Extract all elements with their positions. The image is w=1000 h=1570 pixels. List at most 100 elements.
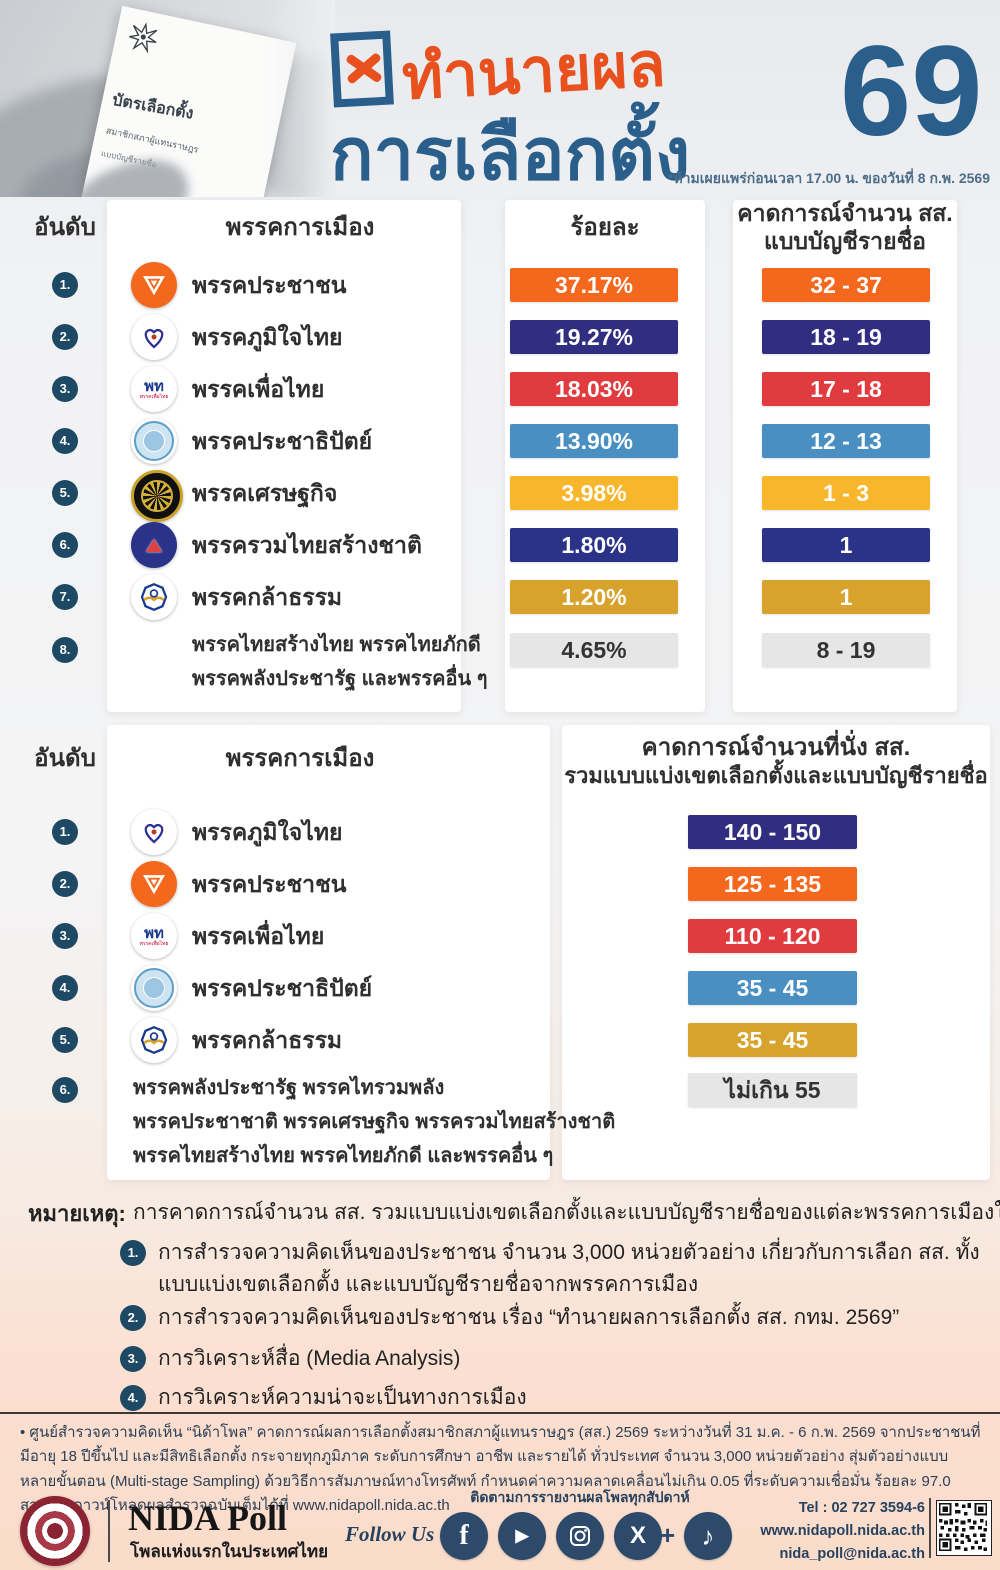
rank-badge: 1. [52, 272, 78, 298]
facebook-icon[interactable]: f [440, 1512, 488, 1560]
x-icon[interactable]: X [614, 1512, 662, 1560]
party-name: พรรคกล้าธรรม [192, 1027, 343, 1053]
democrat-logo [131, 965, 177, 1011]
brand-tagline: โพลแห่งแรกในประเทศไทย [130, 1542, 329, 1561]
party-name-line2: พรรคพลังประชารัฐ และพรรคอื่น ๆ [192, 668, 488, 690]
percent-bar: 1.20% [510, 580, 678, 614]
pheu-thai-logo: พท พรรคเพื่อไทย [131, 366, 177, 412]
contact-block: Tel : 02 727 3594-6 www.nidapoll.nida.ac… [745, 1497, 925, 1566]
rank-badge: 1. [52, 819, 78, 845]
rank-badge: 4. [52, 975, 78, 1001]
methodology-disclaimer: • ศูนย์สำรวจความคิดเห็น “นิด้าโพล” คาดกา… [20, 1424, 981, 1514]
note-item: การสำรวจความคิดเห็นของประชาชน จำนวน 3,00… [158, 1241, 980, 1296]
rank-badge: 8. [52, 637, 78, 663]
seats-bar: 17 - 18 [762, 372, 930, 406]
table1-header-seats-1: คาดการณ์จำนวน สส. [737, 200, 953, 226]
percent-bar: 13.90% [510, 424, 678, 458]
rank-badge: 3. [52, 923, 78, 949]
note-item: การวิเคราะห์สื่อ (Media Analysis) [158, 1347, 461, 1370]
title-year: 69 [840, 20, 983, 163]
website-link[interactable]: www.nidapoll.nida.ac.th [760, 1523, 925, 1539]
note-number: 1. [120, 1240, 146, 1266]
brand-name: NIDA Poll [128, 1498, 288, 1538]
table2-header-seats-1: คาดการณ์จำนวนที่นั่ง สส. [641, 734, 911, 761]
note-number: 2. [120, 1305, 146, 1331]
party-name: พรรคประชาธิปัตย์ [192, 428, 373, 454]
table2-header-party: พรรคการเมือง [225, 745, 375, 772]
party-name: พรรคเศรษฐกิจ [192, 480, 338, 506]
ballot-card: บัตรเลือกตั้ง สมาชิกสภาผู้แทนราษฎร แบบบั… [77, 5, 297, 197]
percent-bar: 19.27% [510, 320, 678, 354]
phone-number: Tel : 02 727 3594-6 [798, 1500, 925, 1516]
table2-header-rank: อันดับ [34, 745, 96, 772]
bhumjaithai-logo [131, 809, 177, 855]
seats-bar: 12 - 13 [762, 424, 930, 458]
total-seats-bar: 35 - 45 [688, 1023, 857, 1057]
follow-caption: ติดตามการรายงานผลโพลทุกสัปดาห์ [470, 1489, 690, 1505]
table2-party-panel [107, 725, 550, 1180]
kla-tham-logo [131, 574, 177, 620]
rank-badge: 5. [52, 480, 78, 506]
footer-divider [0, 1412, 1000, 1414]
party-name: พรรครวมไทยสร้างชาติ [192, 532, 422, 558]
seats-bar: 18 - 19 [762, 320, 930, 354]
rank-badge: 2. [52, 871, 78, 897]
total-seats-bar: 35 - 45 [688, 971, 857, 1005]
notes-intro: การคาดการณ์จำนวน สส. รวมแบบแบ่งเขตเลือกต… [133, 1201, 1000, 1224]
party-name-line1: พรรคไทยสร้างไทย พรรคไทยภักดี [192, 634, 481, 656]
rank-badge: 2. [52, 324, 78, 350]
seats-bar: 1 [762, 580, 930, 614]
party-name: พรรคภูมิใจไทย [192, 819, 343, 845]
pheu-thai-logo: พท พรรคเพื่อไทย [131, 913, 177, 959]
contact-divider [929, 1498, 931, 1558]
table1-header-seats-2: แบบบัญชีรายชื่อ [764, 228, 926, 254]
youtube-icon[interactable]: ▶ [498, 1512, 546, 1560]
setthakij-logo [131, 470, 183, 522]
follow-us-label: Follow Us [345, 1522, 435, 1546]
total-seats-bar: 110 - 120 [688, 919, 857, 953]
instagram-icon[interactable] [556, 1512, 604, 1560]
table1-header-percent: ร้อยละ [570, 214, 640, 241]
total-seats-bar: 125 - 135 [688, 867, 857, 901]
peoples-party-logo [131, 262, 177, 308]
note-item: การสำรวจความคิดเห็นของประชาชน เรื่อง “ทำ… [158, 1306, 900, 1329]
note-item: การวิเคราะห์ความน่าจะเป็นทางการเมือง [158, 1386, 527, 1409]
percent-bar: 37.17% [510, 268, 678, 302]
tiktok-icon[interactable]: ♪ [684, 1512, 732, 1560]
total-seats-bar: 140 - 150 [688, 815, 857, 849]
table1-header-party: พรรคการเมือง [225, 214, 375, 241]
party-name: พรรคภูมิใจไทย [192, 324, 343, 350]
bhumjaithai-logo [131, 314, 177, 360]
party-name: พรรคเพื่อไทย [192, 923, 325, 949]
photo-fade [265, 0, 335, 197]
rank-badge: 7. [52, 584, 78, 610]
title-line2: การเลือกตั้ง [330, 115, 691, 195]
garuda-emblem-icon [129, 22, 158, 54]
table2-header-seats-2: รวมแบบแบ่งเขตเลือกตั้งและแบบบัญชีรายชื่อ [564, 763, 988, 788]
brand-divider [108, 1500, 110, 1562]
qr-code[interactable] [936, 1500, 992, 1556]
email-link[interactable]: nida_poll@nida.ac.th [779, 1546, 925, 1562]
party-name: พรรคกล้าธรรม [192, 584, 343, 610]
nida-seal [20, 1496, 90, 1566]
total-seats-bar: ไม่เกิน 55 [688, 1073, 857, 1107]
percent-bar: 4.65% [510, 633, 678, 667]
party-name: พรรคประชาชน [192, 272, 347, 298]
rank-badge: 6. [52, 1077, 78, 1103]
democrat-logo [131, 418, 177, 464]
table1-header-rank: อันดับ [34, 214, 96, 241]
seats-bar: 8 - 19 [762, 633, 930, 667]
party-name: พรรคเพื่อไทย [192, 376, 325, 402]
kla-tham-logo [131, 1017, 177, 1063]
party-name-line1: พรรคพลังประชารัฐ พรรคไทรวมพลัง [133, 1077, 445, 1099]
seats-bar: 1 [762, 528, 930, 562]
rank-badge: 6. [52, 532, 78, 558]
percent-bar: 18.03% [510, 372, 678, 406]
rank-badge: 5. [52, 1027, 78, 1053]
rank-badge: 4. [52, 428, 78, 454]
rank-badge: 3. [52, 376, 78, 402]
notes-label: หมายเหตุ: [28, 1201, 126, 1226]
note-number: 3. [120, 1346, 146, 1372]
embargo-note: *ห้ามเผยแพร่ก่อนเวลา 17.00 น. ของวันที่ … [668, 170, 990, 186]
ruam-thai-sang-chart-logo [131, 522, 177, 568]
